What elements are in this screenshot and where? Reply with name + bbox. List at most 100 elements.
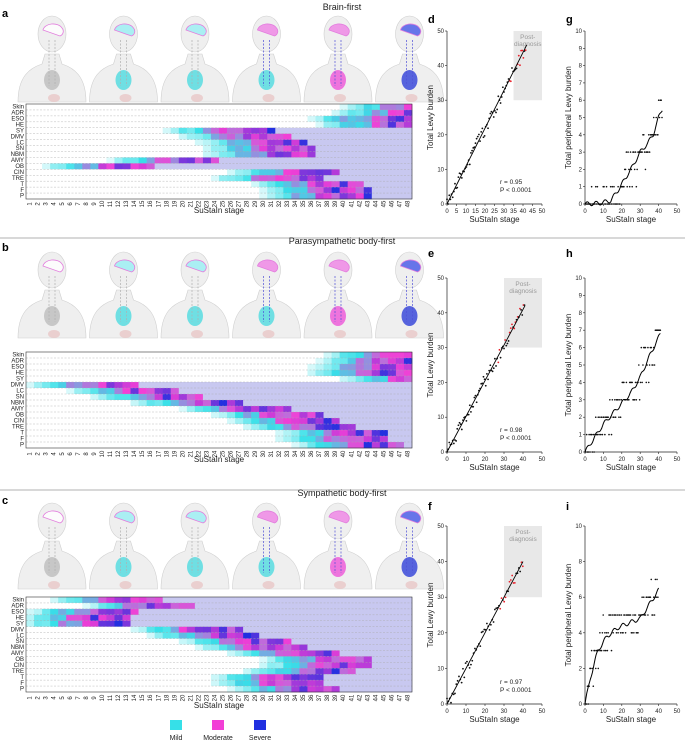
row-label: LC [16, 633, 24, 639]
stage-tick-label: 28 [245, 200, 251, 207]
y-tick-label: 30 [437, 98, 444, 104]
stage-tick-label: 13 [124, 694, 130, 701]
row-label: LC [16, 389, 24, 395]
data-point [635, 399, 638, 401]
x-tick-label: 0 [583, 709, 587, 715]
y-tick-label: 0 [579, 202, 583, 208]
row-label: LC [16, 140, 24, 146]
data-point [468, 666, 471, 669]
stage-tick-label: 26 [229, 450, 235, 457]
row-label: NBM [11, 645, 24, 651]
x-tick-label: 30 [501, 709, 508, 715]
data-point [493, 608, 496, 611]
stage-tick-label: 6 [68, 202, 74, 206]
row-label: HE [16, 615, 24, 621]
data-point [481, 382, 484, 385]
data-point [649, 596, 652, 598]
data-point [457, 176, 460, 179]
data-point [631, 632, 633, 634]
stage-tick-label: 24 [213, 450, 219, 457]
stage-tick-label: 32 [277, 450, 283, 457]
row-label: SY [16, 128, 24, 134]
data-point [652, 614, 654, 616]
stage-tick-label: 32 [277, 200, 283, 207]
data-point [611, 614, 614, 616]
post-diagnosis-label: Post- [515, 529, 530, 536]
data-point [631, 185, 633, 188]
x-tick-label: 40 [520, 709, 527, 715]
data-point [455, 440, 458, 442]
data-point [492, 116, 495, 118]
row-label: F [20, 188, 24, 194]
y-tick-label: 6 [579, 595, 583, 601]
panel-letter: h [566, 248, 573, 260]
data-point [482, 375, 485, 378]
data-point [605, 632, 608, 634]
data-point [459, 173, 462, 175]
data-point [460, 681, 463, 684]
row-label: HE [16, 371, 24, 377]
data-point [643, 151, 646, 153]
data-point [460, 428, 463, 431]
data-point [468, 163, 471, 166]
data-point [523, 304, 526, 306]
data-point [592, 433, 595, 436]
row-label: TRE [12, 669, 24, 675]
data-point [631, 381, 633, 384]
stage-tick-label: 7 [76, 452, 82, 456]
data-point [496, 108, 499, 111]
data-point [599, 433, 602, 436]
stage-tick-label: 5 [60, 202, 66, 206]
stage-tick-label: 32 [277, 694, 283, 701]
data-point [505, 344, 508, 347]
legend-swatch [254, 720, 266, 730]
post-diagnosis-label: Post- [515, 281, 530, 288]
y-axis-label: Total Lewy burden [426, 583, 435, 648]
data-point [480, 130, 483, 133]
x-tick-label: 25 [491, 209, 498, 215]
human-silhouette [17, 15, 87, 103]
data-point [652, 596, 655, 598]
data-point [479, 645, 482, 648]
x-tick-label: 40 [520, 209, 527, 215]
data-point [489, 364, 492, 367]
data-point [513, 581, 516, 584]
row-label: P [20, 687, 24, 693]
x-tick-label: 50 [539, 209, 546, 215]
data-point [448, 194, 451, 197]
stage-tick-label: 33 [285, 694, 291, 701]
data-point [456, 679, 459, 682]
data-point [636, 168, 638, 171]
correlation-r: r = 0.98 [500, 427, 523, 434]
human-silhouette [303, 502, 373, 590]
data-point [448, 441, 451, 444]
data-point [629, 614, 632, 616]
row-label: T [20, 182, 24, 188]
stage-tick-label: 17 [156, 200, 162, 207]
data-point [479, 140, 481, 143]
stage-tick-label: 39 [333, 200, 339, 207]
data-point [499, 356, 502, 359]
x-axis-label: SuStaIn stage [606, 715, 657, 724]
x-tick-label: 20 [618, 457, 625, 463]
data-point [451, 196, 454, 199]
stage-tick-label: 19 [172, 694, 178, 701]
data-point [599, 632, 601, 634]
data-point [600, 649, 603, 652]
data-point [491, 370, 494, 373]
data-point [632, 614, 634, 616]
legend-label: Severe [249, 735, 271, 742]
fit-line [446, 44, 528, 205]
color-legend: Mild Moderate Severe [170, 720, 271, 742]
data-point [654, 134, 657, 136]
data-point [492, 621, 495, 623]
y-tick-label: 10 [437, 666, 444, 672]
data-point [519, 570, 522, 573]
stage-tick-label: 6 [68, 452, 74, 456]
stage-tick-label: 9 [92, 452, 98, 456]
stage-tick-label: 4 [52, 696, 58, 700]
heatmap-x-label: SuStaIn stage [194, 455, 245, 464]
row-label: SY [16, 377, 24, 383]
stage-tick-label: 10 [100, 694, 106, 701]
stage-tick-label: 27 [237, 694, 243, 701]
